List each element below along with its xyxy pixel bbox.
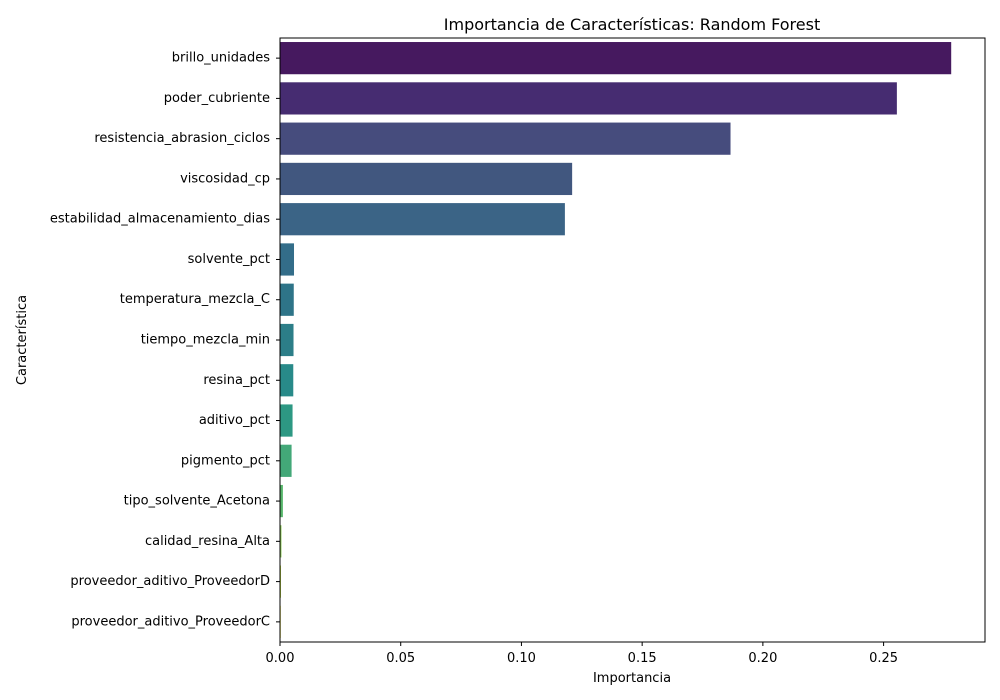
y-tick-label: pigmento_pct (181, 453, 270, 468)
y-tick-labels: brillo_unidades poder_cubriente resistenci… (50, 51, 270, 630)
bar-tipo_solvente_Acetona (280, 484, 283, 518)
bar-resina_pct (280, 364, 294, 397)
x-axis-title: Importancia (593, 671, 671, 686)
bars-group (280, 42, 952, 638)
y-tick-label: brillo_unidades (172, 51, 270, 66)
x-tick-label: 0.10 (507, 651, 536, 666)
y-tick-label: aditivo_pct (199, 413, 270, 428)
y-tick-label: poder_cubriente (164, 91, 270, 106)
x-tick-marks (279, 642, 885, 646)
bar-brillo_unidades (280, 42, 952, 75)
y-tick-label: calidad_resina_Alta (145, 534, 270, 549)
bar-tiempo_mezcla_min (280, 323, 294, 357)
y-tick-label: resistencia_abrasion_ciclos (94, 131, 270, 146)
y-tick-label: viscosidad_cp (180, 171, 270, 186)
bar-resistencia_abrasion_ciclos (280, 122, 731, 155)
bar-temperatura_mezcla_C (280, 283, 294, 316)
y-tick-label: tipo_solvente_Acetona (124, 494, 270, 509)
bar-viscosidad_cp (280, 162, 573, 196)
x-tick-label: 0.00 (266, 651, 295, 666)
y-tick-marks (276, 57, 280, 623)
bar-solvente_pct (280, 243, 295, 276)
y-tick-label: solvente_pct (188, 252, 270, 267)
x-tick-label: 0.15 (628, 651, 657, 666)
y-tick-label: temperatura_mezcla_C (120, 292, 270, 307)
x-tick-label: 0.05 (386, 651, 415, 666)
y-axis-title: Característica (15, 295, 30, 385)
bar-aditivo_pct (280, 404, 293, 437)
bar-calidad_resina_Alta (280, 525, 282, 558)
bar-poder_cubriente (280, 82, 897, 115)
y-tick-label: proveedor_aditivo_ProveedorC (71, 614, 270, 629)
bar-estabilidad_almacenamiento_dias (280, 203, 565, 236)
y-tick-label: proveedor_aditivo_ProveedorD (70, 574, 270, 589)
x-tick-label: 0.20 (748, 651, 777, 666)
y-tick-label: tiempo_mezcla_min (141, 333, 270, 348)
y-tick-label: resina_pct (203, 373, 270, 388)
x-tick-label: 0.25 (869, 651, 898, 666)
chart-title: Importancia de Características: Random F… (444, 15, 820, 34)
plot-frame (279, 37, 986, 643)
y-tick-label: estabilidad_almacenamiento_dias (50, 212, 270, 227)
bar-pigmento_pct (280, 444, 292, 477)
x-tick-labels: 0.00 0.05 0.10 0.15 0.20 0.25 (266, 651, 899, 666)
